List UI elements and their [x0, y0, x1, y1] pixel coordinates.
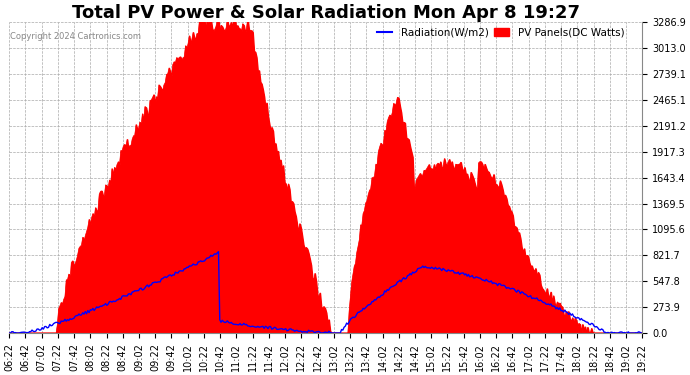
- Legend: Radiation(W/m2), PV Panels(DC Watts): Radiation(W/m2), PV Panels(DC Watts): [377, 27, 624, 38]
- Text: Copyright 2024 Cartronics.com: Copyright 2024 Cartronics.com: [10, 32, 141, 40]
- Title: Total PV Power & Solar Radiation Mon Apr 8 19:27: Total PV Power & Solar Radiation Mon Apr…: [72, 4, 580, 22]
